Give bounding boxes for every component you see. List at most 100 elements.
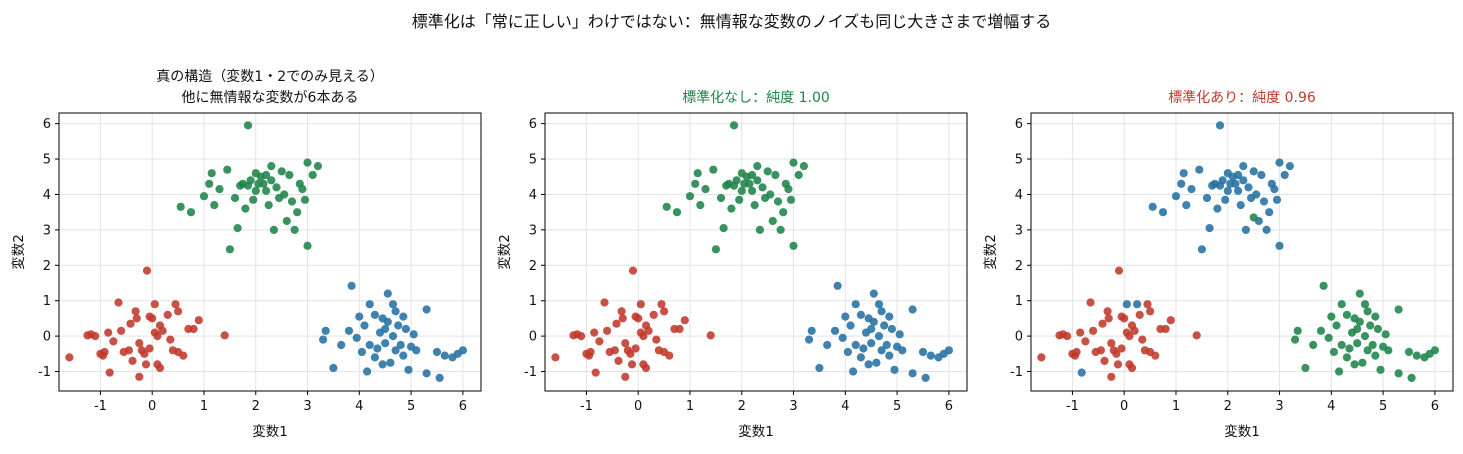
scatter-point <box>851 300 860 309</box>
scatter-point <box>691 179 700 188</box>
scatter-point <box>104 328 113 337</box>
scatter-point <box>1376 365 1385 374</box>
scatter-point <box>388 332 398 341</box>
scatter-point <box>262 186 271 195</box>
x-tick-label: 3 <box>303 399 311 414</box>
scatter-point <box>1252 190 1261 199</box>
scatter-point <box>758 183 767 192</box>
x-tick-label: 2 <box>738 399 746 414</box>
scatter-point <box>210 201 219 210</box>
scatter-point <box>1358 358 1367 367</box>
scatter-point <box>1104 314 1113 323</box>
scatter-point <box>908 369 917 378</box>
scatter-point <box>272 183 281 192</box>
scatter-point <box>1187 185 1196 194</box>
scatter-point <box>590 328 599 337</box>
scatter-point <box>735 195 744 204</box>
scatter-point <box>153 332 162 341</box>
scatter-point <box>600 298 609 307</box>
scatter-point <box>610 346 620 355</box>
scatter-point <box>1221 195 1230 204</box>
scatter-point <box>383 317 392 326</box>
y-tick-label: 5 <box>1015 153 1023 168</box>
scatter-point <box>1430 346 1439 355</box>
y-axis-label: 変数2 <box>10 234 27 270</box>
scatter-point <box>344 326 354 335</box>
scatter-point <box>841 312 850 321</box>
y-axis-label: 変数2 <box>496 234 513 270</box>
scatter-point <box>1037 353 1046 362</box>
scatter-point <box>737 169 746 178</box>
scatter-point <box>921 373 930 382</box>
y-tick-label: 1 <box>1015 294 1023 309</box>
scatter-point <box>626 349 635 358</box>
scatter-point <box>823 340 832 350</box>
scatter-point <box>179 351 188 360</box>
scatter-point <box>225 245 234 254</box>
scatter-point <box>409 330 418 339</box>
scatter-point <box>621 339 630 348</box>
scatter-point <box>135 372 144 381</box>
scatter-point <box>660 307 669 316</box>
scatter-point <box>1148 202 1157 211</box>
scatter-point <box>319 335 328 344</box>
scatter-point <box>618 314 627 323</box>
scatter-point <box>251 186 260 195</box>
scatter-point <box>1272 195 1282 204</box>
scatter-point <box>856 353 866 362</box>
scatter-point <box>693 169 702 178</box>
x-axis-label: 変数1 <box>738 423 774 440</box>
scatter-point <box>753 162 762 171</box>
scatter-point <box>649 310 658 319</box>
scatter-point <box>140 349 149 358</box>
scatter-point <box>1384 346 1393 355</box>
scatter-point <box>303 241 312 250</box>
scatter-point <box>864 360 873 369</box>
scatter-point <box>205 179 214 188</box>
scatter-point <box>124 346 133 355</box>
scatter-point <box>352 333 361 342</box>
scatter-point <box>882 340 891 350</box>
scatter-point <box>243 121 253 130</box>
scatter-point <box>1353 324 1362 334</box>
scatter-point <box>1363 346 1372 355</box>
scatter-point <box>1122 300 1131 309</box>
x-tick-label: 3 <box>1275 399 1283 414</box>
x-axis-label: 変数1 <box>252 423 288 440</box>
scatter-point <box>639 332 648 341</box>
scatter-point <box>614 356 623 365</box>
scatter-point <box>360 321 369 330</box>
scatter-point <box>1293 326 1302 335</box>
x-tick-label: 0 <box>148 399 156 414</box>
scatter-point <box>794 170 803 180</box>
scatter-point <box>1236 201 1245 210</box>
scatter-point <box>551 353 560 362</box>
y-tick-label: 3 <box>43 223 51 238</box>
scatter-point <box>887 324 897 334</box>
scatter-point <box>872 358 881 367</box>
scatter-point <box>1342 353 1351 362</box>
scatter-point <box>662 202 671 211</box>
scatter-point <box>1324 333 1333 342</box>
scatter-point <box>394 321 403 330</box>
x-tick-label: 4 <box>841 399 849 414</box>
scatter-point <box>586 347 595 357</box>
scatter-point <box>241 204 250 213</box>
scatter-point <box>789 158 798 167</box>
scatter-point <box>298 185 307 194</box>
scatter-point <box>830 326 840 335</box>
scatter-point <box>805 335 814 344</box>
scatter-point <box>269 225 278 234</box>
scatter-point <box>1063 332 1072 341</box>
scatter-point <box>1394 369 1403 378</box>
scatter-point <box>378 360 387 369</box>
scatter-point <box>898 346 907 355</box>
scatter-point <box>766 190 775 199</box>
y-axis-label: 変数2 <box>982 234 999 270</box>
y-tick-label: 4 <box>43 188 51 203</box>
scatter-point <box>1072 347 1081 357</box>
scatter-point <box>300 195 310 204</box>
scatter-point <box>591 368 600 377</box>
scatter-point <box>729 121 739 130</box>
scatter-point <box>230 193 240 203</box>
